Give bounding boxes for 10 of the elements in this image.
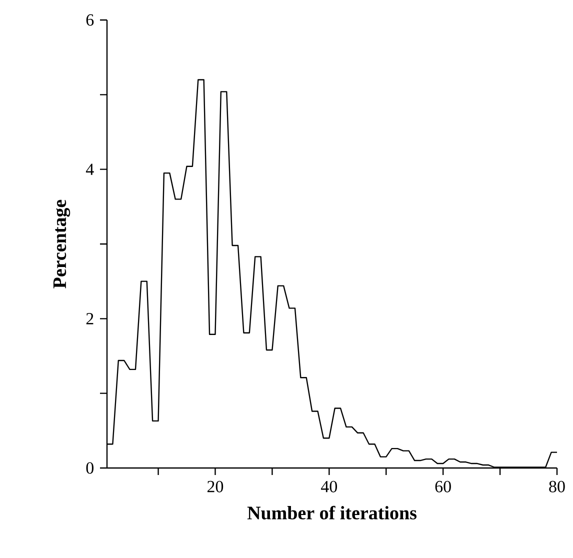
x-tick-label: 60: [435, 480, 451, 492]
y-tick-label: 4: [86, 164, 94, 175]
x-axis-title: Number of iterations: [247, 506, 417, 520]
y-tick-label: 0: [86, 462, 94, 474]
y-tick-label: 6: [86, 14, 94, 26]
x-tick-label: 40: [320, 480, 338, 492]
x-tick-label: 20: [207, 480, 224, 492]
x-tick-label: 80: [549, 480, 565, 492]
y-tick-label: 2: [86, 313, 94, 324]
y-axis-title: Percentage: [53, 200, 70, 288]
